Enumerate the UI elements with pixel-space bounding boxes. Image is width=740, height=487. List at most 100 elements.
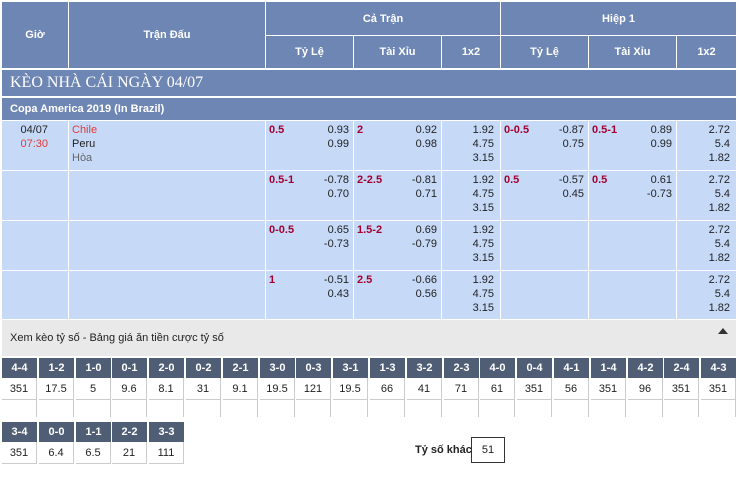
ft-overunder-cell[interactable]: 2-2.5 -0.81 0.71 (354, 171, 442, 221)
score-odds[interactable]: 111 (149, 442, 184, 464)
odds-value[interactable]: 5.4 (714, 238, 730, 250)
odds-value[interactable]: 2.72 (708, 174, 730, 186)
odds-value[interactable]: 0.69 (415, 224, 437, 236)
score-odds[interactable]: 31 (186, 378, 221, 400)
odds-value[interactable]: 0.56 (415, 288, 437, 300)
odds-value[interactable]: -0.79 (411, 238, 437, 250)
h1-handicap-cell[interactable]: 0.5 -0.57 0.45 (501, 171, 589, 221)
h1-1x2-cell[interactable]: 2.72 5.4 1.82 (677, 121, 736, 171)
odds-value[interactable]: -0.66 (411, 274, 437, 286)
ft-handicap-cell[interactable]: 0.5 0.93 0.99 (266, 121, 354, 171)
ft-1x2-cell[interactable]: 1.92 4.75 3.15 (442, 271, 501, 320)
odds-value[interactable]: 2.72 (708, 124, 730, 136)
score-odds[interactable]: 17.5 (39, 378, 74, 400)
score-odds[interactable]: 351 (517, 378, 552, 400)
score-odds[interactable]: 56 (554, 378, 589, 400)
odds-value[interactable]: 0.93 (327, 124, 349, 136)
odds-value[interactable]: 4.75 (472, 188, 494, 200)
score-odds[interactable]: 8.1 (149, 378, 184, 400)
odds-value[interactable]: 0.45 (562, 188, 584, 200)
other-score-odds[interactable]: 51 (471, 437, 505, 463)
score-odds[interactable]: 6.4 (39, 442, 74, 464)
score-odds[interactable]: 9.1 (223, 378, 258, 400)
score-odds[interactable]: 21 (112, 442, 147, 464)
ft-handicap-cell[interactable]: 0.5-1 -0.78 0.70 (266, 171, 354, 221)
score-odds[interactable]: 71 (444, 378, 479, 400)
ft-handicap-cell[interactable]: 0-0.5 0.65 -0.73 (266, 221, 354, 271)
odds-value[interactable]: 5.4 (714, 288, 730, 300)
odds-value[interactable]: 1.82 (708, 152, 730, 164)
odds-value[interactable]: 4.75 (472, 288, 494, 300)
ft-1x2-cell[interactable]: 1.92 4.75 3.15 (442, 171, 501, 221)
odds-value[interactable]: 1.92 (472, 274, 494, 286)
odds-value[interactable]: -0.73 (646, 188, 672, 200)
score-odds[interactable]: 121 (296, 378, 331, 400)
odds-value[interactable]: 0.43 (327, 288, 349, 300)
correct-score-header[interactable]: Xem kèo tỷ số - Bảng giá ăn tiền cược tỷ… (2, 320, 736, 356)
score-odds[interactable]: 351 (701, 378, 736, 400)
home-team[interactable]: Chile (72, 124, 98, 136)
odds-value[interactable]: 0.71 (415, 188, 437, 200)
odds-value[interactable]: 1.92 (472, 124, 494, 136)
odds-value[interactable]: 0.70 (327, 188, 349, 200)
odds-value[interactable]: 2.72 (708, 224, 730, 236)
score-odds[interactable]: 6.5 (76, 442, 111, 464)
odds-value[interactable]: 3.15 (472, 202, 494, 214)
odds-value[interactable]: -0.87 (558, 124, 584, 136)
odds-value[interactable]: 0.65 (327, 224, 349, 236)
score-odds[interactable]: 19.5 (260, 378, 295, 400)
odds-value[interactable]: 0.61 (650, 174, 672, 186)
h1-overunder-cell[interactable]: 0.5 0.61 -0.73 (589, 171, 677, 221)
ft-1x2-cell[interactable]: 1.92 4.75 3.15 (442, 121, 501, 171)
h1-1x2-cell[interactable]: 2.72 5.4 1.82 (677, 221, 736, 271)
league-name[interactable]: Copa America 2019 (In Brazil) (2, 98, 736, 120)
ft-overunder-cell[interactable]: 2.5 -0.66 0.56 (354, 271, 442, 320)
score-odds[interactable]: 351 (2, 442, 37, 464)
ft-handicap-cell[interactable]: 1 -0.51 0.43 (266, 271, 354, 320)
odds-value[interactable]: -0.73 (323, 238, 349, 250)
odds-value[interactable]: -0.81 (411, 174, 437, 186)
match-teams-cell[interactable]: Chile Peru Hòa (69, 121, 266, 171)
score-odds[interactable]: 351 (664, 378, 699, 400)
ft-overunder-cell[interactable]: 1.5-2 0.69 -0.79 (354, 221, 442, 271)
h1-overunder-cell[interactable]: 0.5-1 0.89 0.99 (589, 121, 677, 171)
odds-value[interactable]: 1.82 (708, 252, 730, 264)
score-odds[interactable]: 351 (2, 378, 37, 400)
odds-value[interactable]: 4.75 (472, 138, 494, 150)
odds-value[interactable]: 1.92 (472, 224, 494, 236)
caret-up-icon[interactable] (718, 328, 728, 334)
score-odds[interactable]: 351 (591, 378, 626, 400)
odds-value[interactable]: 0.99 (650, 138, 672, 150)
odds-value[interactable]: 0.89 (650, 124, 672, 136)
h1-1x2-cell[interactable]: 2.72 5.4 1.82 (677, 171, 736, 221)
odds-value[interactable]: 1.82 (708, 302, 730, 314)
odds-value[interactable]: 5.4 (714, 188, 730, 200)
ft-overunder-cell[interactable]: 2 0.92 0.98 (354, 121, 442, 171)
odds-value[interactable]: 1.82 (708, 202, 730, 214)
odds-value[interactable]: -0.51 (323, 274, 349, 286)
odds-value[interactable]: 0.92 (415, 124, 437, 136)
h1-handicap-cell[interactable]: 0-0.5 -0.87 0.75 (501, 121, 589, 171)
odds-value[interactable]: 1.92 (472, 174, 494, 186)
odds-value[interactable]: 0.75 (562, 138, 584, 150)
score-odds[interactable]: 96 (628, 378, 663, 400)
score-odds[interactable]: 41 (407, 378, 442, 400)
score-odds[interactable]: 9.6 (112, 378, 147, 400)
odds-value[interactable]: -0.78 (323, 174, 349, 186)
score-odds[interactable]: 5 (76, 378, 111, 400)
odds-value[interactable]: 0.98 (415, 138, 437, 150)
odds-value[interactable]: 0.99 (327, 138, 349, 150)
odds-value[interactable]: 3.15 (472, 302, 494, 314)
score-odds[interactable]: 61 (480, 378, 515, 400)
odds-value[interactable]: 4.75 (472, 238, 494, 250)
odds-value[interactable]: 3.15 (472, 252, 494, 264)
score-odds[interactable]: 66 (370, 378, 405, 400)
ft-1x2-cell[interactable]: 1.92 4.75 3.15 (442, 221, 501, 271)
score-odds[interactable]: 19.5 (333, 378, 368, 400)
odds-value[interactable]: -0.57 (558, 174, 584, 186)
odds-value[interactable]: 3.15 (472, 152, 494, 164)
away-team[interactable]: Peru (72, 138, 96, 150)
odds-value[interactable]: 2.72 (708, 274, 730, 286)
h1-1x2-cell[interactable]: 2.72 5.4 1.82 (677, 271, 736, 320)
odds-value[interactable]: 5.4 (714, 138, 730, 150)
